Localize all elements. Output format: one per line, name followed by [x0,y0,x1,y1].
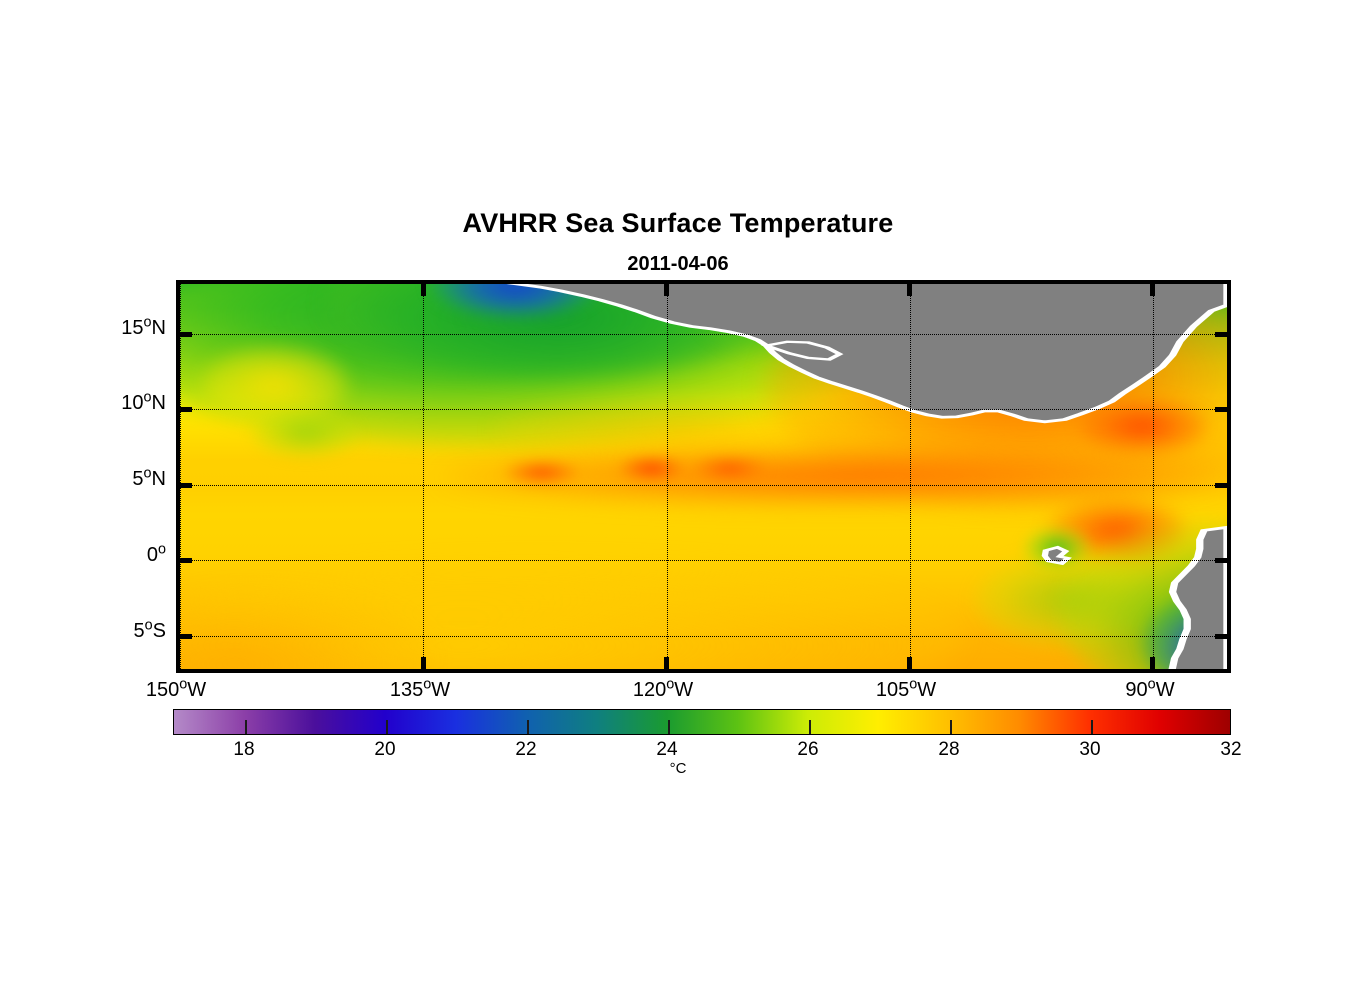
page-title: AVHRR Sea Surface Temperature [462,208,894,238]
xtick-label-150W-num: 150 [145,679,180,701]
xtick-label-150W: 150oW [96,676,256,702]
xtick-135W-bottom [421,657,426,669]
colorbar-label-18: 18 [233,739,255,760]
degree-symbol-icon: o [1147,676,1156,693]
colorbar-label-20: 20 [374,739,396,760]
ytick-label-15N: 15oN [6,314,166,340]
degree-symbol-icon: o [909,676,918,693]
ytick-5S-left [180,634,192,639]
xtick-label-150W-hemi: W [187,679,207,701]
ytick-label-5S-num: 5 [133,620,145,642]
ytick-label-10N-num: 10 [121,392,144,414]
colorbar-gradient [174,710,1230,734]
ytick-label-15N-hemi: N [151,317,166,339]
ytick-5N-left [180,482,192,488]
ytick-label-15N-num: 15 [121,317,144,339]
xtick-label-135W-num: 135 [389,679,424,701]
ytick-0-right [1215,558,1227,564]
xtick-label-105W: 105oW [826,676,986,702]
ytick-10N-right [1215,407,1227,413]
ytick-label-10N: 10oN [6,389,166,415]
land-tehuantepec-notch [760,340,844,361]
colorbar-label-24: 24 [656,739,678,760]
degree-symbol-icon: o [666,676,675,693]
ytick-label-10N-hemi: N [151,392,166,414]
ytick-0-left [180,558,192,564]
xtick-105W-top [907,284,912,296]
colorbar-label-32: 32 [1220,739,1242,760]
ytick-label-5S: 5oS [6,617,166,643]
sst-heatmap-field [180,284,1227,669]
xtick-label-135W-hemi: W [431,679,451,701]
region-itcz-hotspot-1 [504,461,578,485]
ytick-10N-left [180,407,192,413]
degree-symbol-icon: o [143,465,152,482]
xtick-label-120W-num: 120 [632,679,667,701]
ytick-label-5S-hemi: S [152,620,166,642]
xtick-label-105W-hemi: W [917,679,937,701]
colorbar-tick-20 [385,719,388,734]
degree-symbol-icon: o [143,389,152,406]
ytick-5N-right [1215,482,1227,488]
xtick-label-90W-num: 90 [1125,679,1148,701]
colorbar-unit-label: °C [669,760,687,777]
ytick-15N-right [1215,331,1227,337]
ytick-label-5N-hemi: N [151,468,166,490]
colorbar-label-26: 26 [797,739,819,760]
colorbar-label-28: 28 [938,739,960,760]
colorbar[interactable] [173,709,1231,735]
colorbar-label-30: 30 [1079,739,1101,760]
ytick-label-0: 0o [6,541,166,567]
degree-symbol-icon: o [179,676,188,693]
colorbar-tick-26 [808,719,811,734]
degree-symbol-icon: o [157,541,166,558]
sst-map-axes[interactable] [176,280,1231,673]
region-west-cool-spot [253,411,358,458]
colorbar-tick-18 [244,719,247,734]
land-mexico-central-america [506,284,1227,424]
xtick-120W-top [664,284,669,296]
degree-symbol-icon: o [144,617,153,634]
xtick-label-90W-hemi: W [1155,679,1175,701]
chart-subtitle-date: 2011-04-06 [627,253,729,275]
ytick-label-5N-num: 5 [132,468,144,490]
xtick-90W-bottom [1150,657,1155,669]
land-south-america [1168,525,1227,669]
xtick-label-90W: 90oW [1070,676,1230,702]
region-northeast-hotspot-4 [1080,399,1207,454]
xtick-label-120W-hemi: W [674,679,694,701]
colorbar-tick-22 [526,719,529,734]
colorbar-tick-24 [667,719,670,734]
xtick-90W-top [1150,284,1155,296]
colorbar-tick-30 [1091,719,1093,734]
xtick-label-120W: 120oW [583,676,743,702]
colorbar-label-22: 22 [515,739,537,760]
degree-symbol-icon: o [423,676,432,693]
region-itcz-hotspot-3 [693,457,767,481]
xtick-120W-bottom [664,657,669,669]
ytick-label-0-num: 0 [146,544,158,566]
xtick-label-135W: 135oW [340,676,500,702]
land-overlay [506,284,1227,669]
degree-symbol-icon: o [143,314,152,331]
xtick-105W-bottom [907,657,912,669]
xtick-label-105W-num: 105 [875,679,910,701]
land-galapagos-islands [1041,545,1072,566]
ytick-5S-right [1215,634,1227,639]
ytick-label-5N: 5oN [6,465,166,491]
ytick-15N-left [180,331,192,337]
colorbar-tick-28 [949,719,952,734]
xtick-135W-top [421,284,426,296]
